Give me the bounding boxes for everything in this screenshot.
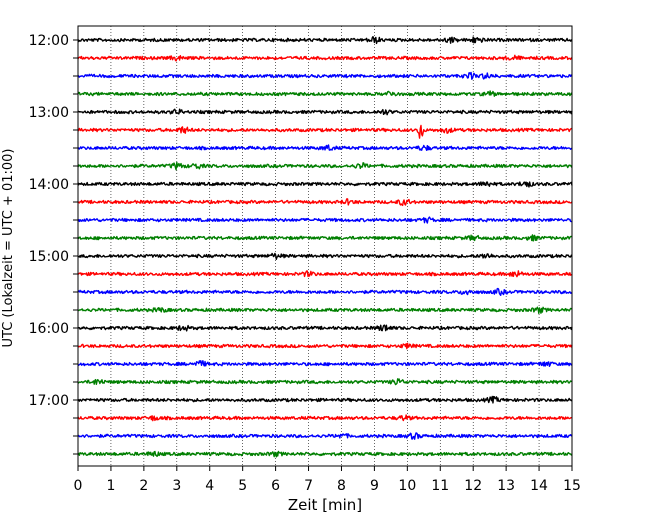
trace-line — [77, 414, 573, 422]
trace-line — [77, 90, 573, 97]
trace-line — [77, 35, 573, 45]
trace-line — [77, 54, 573, 62]
x-tick-label: 7 — [304, 478, 313, 494]
trace-line — [77, 287, 573, 296]
x-tick-label: 8 — [337, 478, 346, 494]
y-axis-ticks: 12:00 13:00 14:00 15:00 16:00 17:00 — [29, 33, 78, 455]
x-tick-label: 15 — [563, 478, 581, 494]
trace-line — [77, 450, 573, 458]
trace-line — [77, 234, 573, 242]
y-tick-label: 16:00 — [29, 321, 69, 337]
x-tick-label: 3 — [172, 478, 181, 494]
x-tick-label: 4 — [205, 478, 214, 494]
x-axis-ticks: 0 1 2 3 4 5 6 7 8 9 10 11 12 13 14 15 — [74, 466, 581, 494]
trace-line — [77, 252, 573, 261]
trace-line — [77, 124, 573, 139]
trace-line — [77, 144, 573, 151]
trace-line — [77, 324, 573, 332]
x-tick-label: 14 — [530, 478, 548, 494]
trace-line — [77, 71, 573, 80]
x-tick-label: 10 — [398, 478, 416, 494]
trace-line — [77, 395, 573, 404]
y-tick-label: 13:00 — [29, 105, 69, 121]
plot-frame — [77, 25, 573, 467]
x-tick-label: 12 — [464, 478, 482, 494]
x-tick-label: 6 — [271, 478, 280, 494]
trace-line — [77, 161, 573, 171]
trace-line — [77, 432, 573, 440]
x-tick-label: 11 — [431, 478, 449, 494]
trace-lines — [77, 35, 573, 458]
x-tick-label: 2 — [139, 478, 148, 494]
trace-line — [77, 216, 573, 224]
y-tick-label: 14:00 — [29, 177, 69, 193]
trace-line — [77, 360, 573, 368]
x-tick-label: 13 — [497, 478, 515, 494]
trace-line — [77, 108, 573, 116]
x-tick-label: 9 — [370, 478, 379, 494]
trace-line — [77, 378, 573, 386]
trace-line — [77, 270, 573, 278]
x-tick-label: 0 — [74, 478, 83, 494]
y-tick-label: 12:00 — [29, 33, 69, 49]
x-tick-label: 1 — [106, 478, 115, 494]
trace-line — [77, 198, 573, 207]
y-tick-label: 15:00 — [29, 249, 69, 265]
x-tick-label: 5 — [238, 478, 247, 494]
trace-line — [77, 306, 573, 315]
trace-line — [77, 342, 573, 350]
y-tick-label: 17:00 — [29, 393, 69, 409]
trace-line — [77, 181, 573, 188]
y-axis-label: UTC (Lokalzeit = UTC + 01:00) — [1, 149, 16, 348]
grid-lines — [110, 26, 540, 466]
x-axis-label: Zeit [min] — [288, 496, 362, 514]
